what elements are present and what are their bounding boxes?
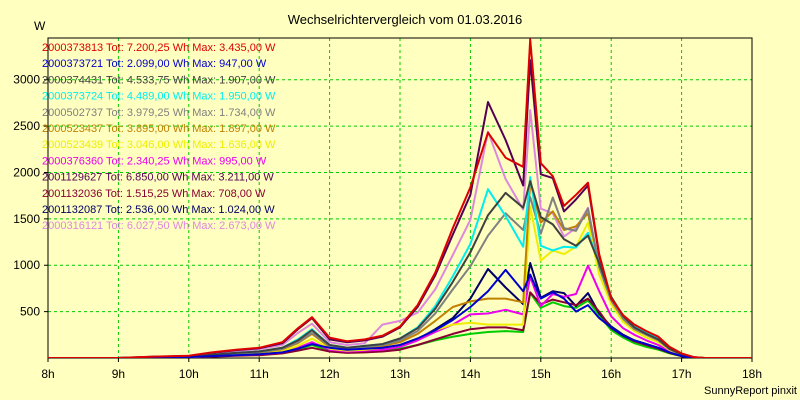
plot-frame: [47, 37, 753, 359]
series-line: [48, 38, 752, 358]
chart-title: Wechselrichtervergleich vom 01.03.2016: [288, 12, 523, 27]
y-tick-label: 2000: [13, 165, 40, 179]
y-axis-label: W: [34, 19, 46, 33]
legend-entry: 2001129627 Tot: 6.850,00 Wh Max: 3.211,0…: [42, 172, 274, 184]
legend-entry: 2001132036 Tot: 1.515,25 Wh Max: 708,00 …: [42, 188, 266, 200]
x-tick-label: 10h: [179, 367, 199, 381]
footer-text: SunnyReport pinxit: [704, 385, 797, 397]
legend-entry: 2000373721 Tot: 2.099,00 Wh Max: 947,00 …: [42, 58, 267, 70]
legend-entry: 2000376360 Tot: 2.340,25 Wh Max: 995,00 …: [42, 155, 267, 167]
series-line: [48, 268, 752, 358]
x-tick-label: 18h: [742, 367, 762, 381]
legend-entry: 2000523437 Tot: 3.895,00 Wh Max: 1.897,0…: [42, 123, 276, 135]
x-tick-label: 13h: [390, 367, 410, 381]
x-tick-label: 11h: [250, 367, 269, 381]
y-tick-labels: 500 1000 1500 2000 2500 3000: [13, 73, 40, 319]
y-tick-label: 500: [20, 305, 40, 319]
legend-entry: 2000373724 Tot: 4.489,00 Wh Max: 1.950,0…: [42, 91, 276, 103]
legend: 2000373813 Tot: 7.200,25 Wh Max: 3.435,0…: [42, 42, 276, 232]
x-tick-label: 14h: [460, 367, 480, 381]
y-tick-label: 2500: [13, 119, 40, 133]
x-tick-label: 8h: [41, 367, 54, 381]
legend-entry: 2000373813 Tot: 7.200,25 Wh Max: 3.435,0…: [42, 42, 276, 54]
x-tick-label: 16h: [601, 367, 621, 381]
y-tick-label: 1500: [13, 212, 40, 226]
series-lines: [48, 38, 752, 358]
y-tick-label: 3000: [13, 73, 40, 87]
x-tick-label: 15h: [531, 367, 551, 381]
x-tick-label: 12h: [320, 367, 340, 381]
legend-entry: 2000502737 Tot: 3.979,25 Wh Max: 1.734,0…: [42, 107, 276, 119]
x-tick-label: 17h: [672, 367, 692, 381]
legend-entry: 2000523439 Tot: 3.046,00 Wh Max: 1.636,0…: [42, 139, 276, 151]
y-tick-label: 1000: [13, 258, 40, 272]
legend-entry: 2000374431 Tot: 4.533,75 Wh Max: 1.907,0…: [42, 74, 276, 86]
legend-entry: 2000316121 Tot: 6.027,50 Wh Max: 2.673,0…: [42, 220, 276, 232]
legend-entry: 2001132087 Tot: 2.536,00 Wh Max: 1.024,0…: [42, 204, 275, 216]
x-tick-label: 9h: [112, 367, 125, 381]
series-line: [48, 180, 752, 358]
axes: [44, 37, 753, 362]
x-tick-labels: 8h 9h 10h 11h 12h 13h 14h 15h 16h 17h 18h: [41, 367, 762, 381]
